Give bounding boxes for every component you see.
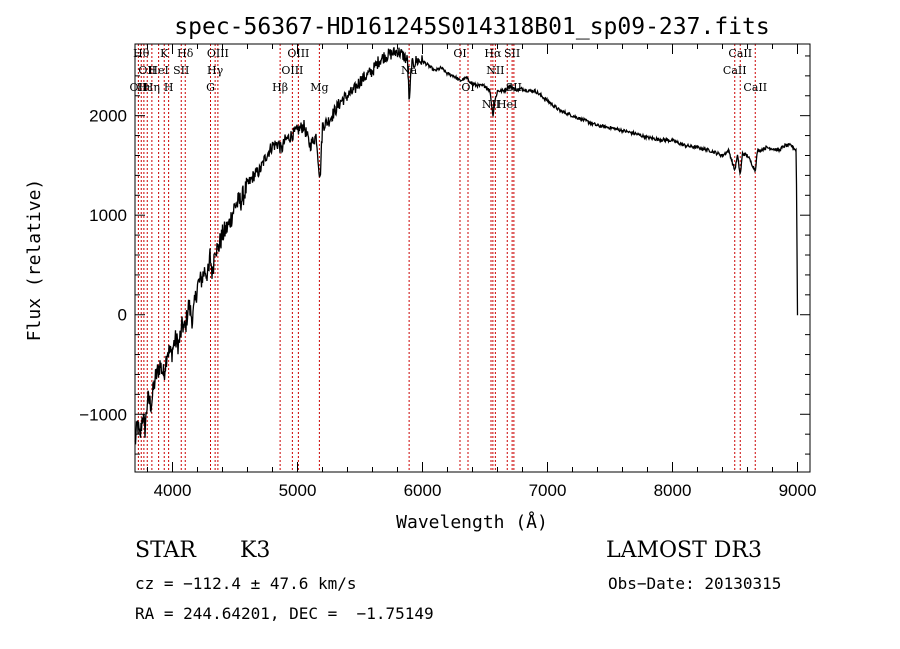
x-tick-label: 6000 [404,481,442,500]
x-axis-label: Wavelength (Å) [396,511,548,533]
x-tick-label: 9000 [779,481,817,500]
x-tick-label: 7000 [529,481,567,500]
x-axis: 4000 5000 6000 7000 8000 9000 [147,44,817,500]
redshift-cz: cz = −112.4 ± 47.6 km/s [135,574,357,593]
line-label: Mg [310,81,328,94]
line-label: Hα [484,47,502,60]
y-tick-label: 1000 [89,206,127,225]
x-tick-label: 5000 [279,481,317,500]
line-label: OIII [287,47,309,60]
line-label: HeI [497,98,517,111]
obs-date: Obs−Date: 20130315 [608,574,782,593]
spectrum-chart: spec-56367-HD161245S014318B01_sp09-237.f… [24,14,817,533]
line-label: NII [486,64,504,77]
line-label: Hδ [177,47,194,60]
object-class: STAR [135,538,196,563]
x-tick-label: 8000 [654,481,692,500]
ra-dec-coords: RA = 244.64201, DEC = −1.75149 [135,604,434,623]
line-label: Hη [144,81,160,94]
y-tick-label: 2000 [89,107,127,126]
line-label: OII [138,64,156,77]
line-label: CaII [743,81,767,94]
y-axis: −1000 0 1000 2000 [79,55,810,455]
line-label: H [164,81,174,94]
spectrum-series [134,47,799,445]
line-label: Hι [137,81,151,94]
y-axis-label: Flux (relative) [24,179,45,342]
line-label: SII [504,47,520,60]
line-label: G [206,81,215,94]
line-label: OII [130,81,148,94]
x-tick-label: 4000 [154,481,192,500]
chart-title: spec-56367-HD161245S014318B01_sp09-237.f… [174,14,769,40]
object-subclass: K3 [240,538,271,563]
line-markers [137,44,756,472]
y-tick-label: 0 [118,306,127,325]
survey-name: LAMOST DR3 [606,538,762,563]
line-label: CaII [723,64,747,77]
plot-frame [134,43,811,473]
line-label: OIII [281,64,303,77]
line-labels: OIIHθHιOIIHηHeIKHSIIHδGHγOIIIHβOIIIOIIIM… [130,47,768,111]
line-label: HeI [148,64,168,77]
line-label: Hθ [133,47,150,60]
line-label: Hγ [207,64,224,77]
line-label: K [160,47,169,60]
line-label: OI [453,47,466,60]
y-tick-label: −1000 [79,405,127,424]
line-label: Hβ [272,81,288,94]
line-label: OIII [207,47,229,60]
line-label: CaII [728,47,752,60]
line-label: SII [173,64,189,77]
